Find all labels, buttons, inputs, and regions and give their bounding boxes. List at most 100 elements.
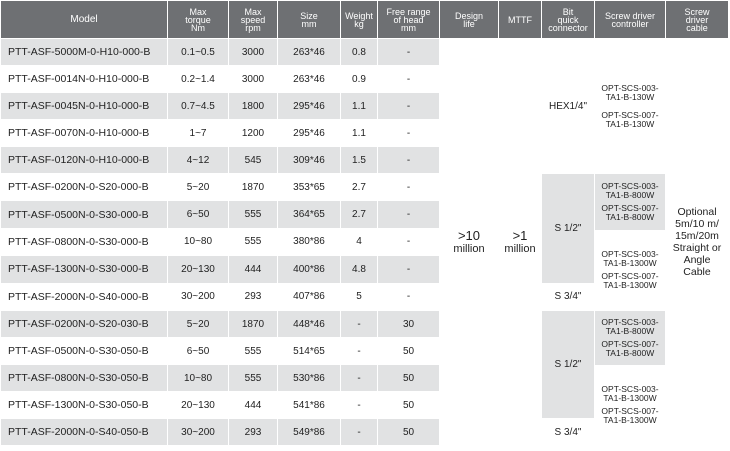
torque-cell: 10~80 <box>167 227 229 257</box>
size-cell: 448*46 <box>277 310 341 338</box>
weight-cell: 2.7 <box>340 172 378 202</box>
weight-cell: 1.5 <box>340 146 378 174</box>
size-cell: 541*86 <box>277 391 341 419</box>
table-row: PTT-ASF-0014N-0-H10-000-B 0.2~1.4 3000 2… <box>0 65 729 93</box>
free-range-cell: - <box>377 200 440 229</box>
controller-s-cell: OPT-SCS-003- TA1-B-800W OPT-SCS-007- TA1-B… <box>594 173 666 311</box>
torque-cell: 20~130 <box>167 255 229 284</box>
size-cell: 514*65 <box>277 337 341 365</box>
size-cell: 407*86 <box>277 282 341 312</box>
controller-1300w-group: OPT-SCS-003- TA1-B-1300W OPT-SCS-007- TA1-… <box>595 230 665 310</box>
speed-cell: 293 <box>228 282 278 312</box>
speed-cell: 444 <box>228 391 278 419</box>
bit-s12-cell: S 1/2" <box>541 310 595 419</box>
weight-cell: - <box>340 364 378 392</box>
bit-hex-cell: HEX1/4" <box>541 38 595 174</box>
controller-800w-group: OPT-SCS-003- TA1-B-800W OPT-SCS-007- TA1-B… <box>595 174 665 230</box>
header-row: Model Max torque Nm Max speed rpm Size mm Wei… <box>0 0 729 39</box>
speed-cell: 545 <box>228 146 278 174</box>
model-cell: PTT-ASF-2000N-0-S40-050-B <box>0 418 168 446</box>
speed-cell: 1870 <box>228 310 278 338</box>
speed-cell: 555 <box>228 200 278 229</box>
table-row: PTT-ASF-0500N-0-S30-000-B 6~50 555 364*6… <box>0 200 729 229</box>
model-cell: PTT-ASF-2000N-0-S40-000-B <box>0 282 168 312</box>
torque-cell: 6~50 <box>167 337 229 365</box>
size-cell: 295*46 <box>277 119 341 147</box>
free-range-cell: - <box>377 172 440 202</box>
speed-cell: 555 <box>228 337 278 365</box>
bit-s34-cell: S 3/4" <box>541 282 595 312</box>
size-cell: 309*46 <box>277 146 341 174</box>
free-range-cell: - <box>377 255 440 284</box>
size-cell: 549*86 <box>277 418 341 446</box>
weight-cell: 0.9 <box>340 65 378 93</box>
table-row: PTT-ASF-0200N-0-S20-030-B 5~20 1870 448*… <box>0 310 729 446</box>
model-cell: PTT-ASF-1300N-0-S30-000-B <box>0 255 168 284</box>
size-cell: 263*46 <box>277 38 341 66</box>
model-cell: PTT-ASF-0120N-0-H10-000-B <box>0 146 168 174</box>
free-range-cell: 50 <box>377 391 440 419</box>
table-row: PTT-ASF-0800N-0-S30-000-B 10~80 555 380*… <box>0 227 729 257</box>
free-range-cell: - <box>377 65 440 93</box>
torque-cell: 1~7 <box>167 119 229 147</box>
model-cell: PTT-ASF-1300N-0-S30-050-B <box>0 391 168 419</box>
design-life-cell: >10 million <box>439 38 499 446</box>
header-design-life: Design life <box>439 0 499 39</box>
controller-800w-group: OPT-SCS-003- TA1-B-800W OPT-SCS-007- TA1-B… <box>595 311 665 365</box>
model-cell: PTT-ASF-5000M-0-H10-000-B <box>0 38 168 66</box>
table-row: PTT-ASF-2000N-0-S40-050-B 30~200 293 549… <box>0 418 729 446</box>
header-mttf: MTTF <box>498 0 542 39</box>
table-row: PTT-ASF-2000N-0-S40-000-B 30~200 293 407… <box>0 282 729 312</box>
table-row: PTT-ASF-0500N-0-S30-050-B 6~50 555 514*6… <box>0 337 729 365</box>
torque-cell: 4~12 <box>167 146 229 174</box>
model-cell: PTT-ASF-0800N-0-S30-000-B <box>0 227 168 257</box>
speed-cell: 1200 <box>228 119 278 147</box>
controller-f-cell: OPT-SCS-003- TA1-B-800W OPT-SCS-007- TA1-B… <box>594 310 666 446</box>
weight-cell: 5 <box>340 282 378 312</box>
bit-s12-cell: S 1/2" <box>541 173 595 284</box>
size-cell: 263*46 <box>277 65 341 93</box>
free-range-cell: - <box>377 119 440 147</box>
speed-cell: 1800 <box>228 92 278 120</box>
weight-cell: 0.8 <box>340 38 378 66</box>
model-cell: PTT-ASF-0200N-0-S20-000-B <box>0 172 168 202</box>
free-range-cell: - <box>377 282 440 312</box>
mttf-cell: >1 million <box>498 38 542 446</box>
torque-cell: 0.1~0.5 <box>167 38 229 66</box>
speed-cell: 1870 <box>228 172 278 202</box>
header-free-range: Free range of head mm <box>377 0 440 39</box>
weight-cell: - <box>340 418 378 446</box>
controller-h-cell: OPT-SCS-003- TA1-B-130W OPT-SCS-007- TA1-B-… <box>594 38 666 174</box>
table-row: PTT-ASF-1300N-0-S30-050-B 20~130 444 541… <box>0 391 729 419</box>
size-cell: 295*46 <box>277 92 341 120</box>
free-range-cell: 50 <box>377 337 440 365</box>
speed-cell: 3000 <box>228 38 278 66</box>
speed-cell: 555 <box>228 364 278 392</box>
torque-cell: 20~130 <box>167 391 229 419</box>
table-row: PTT-ASF-1300N-0-S30-000-B 20~130 444 400… <box>0 255 729 284</box>
size-cell: 400*86 <box>277 255 341 284</box>
header-torque: Max torque Nm <box>167 0 229 39</box>
header-model: Model <box>0 0 168 39</box>
free-range-cell: - <box>377 146 440 174</box>
torque-cell: 6~50 <box>167 200 229 229</box>
free-range-cell: 50 <box>377 418 440 446</box>
controller-1300w-group: OPT-SCS-003- TA1-B-1300W OPT-SCS-007- TA1-… <box>595 365 665 445</box>
header-controller: Screw driver controller <box>594 0 666 39</box>
weight-cell: - <box>340 337 378 365</box>
free-range-cell: - <box>377 38 440 66</box>
speed-cell: 3000 <box>228 65 278 93</box>
model-cell: PTT-ASF-0800N-0-S30-050-B <box>0 364 168 392</box>
speed-cell: 555 <box>228 227 278 257</box>
torque-cell: 5~20 <box>167 310 229 338</box>
table-row: PTT-ASF-0200N-0-S20-000-B 5~20 1870 353*… <box>0 172 729 311</box>
size-cell: 530*86 <box>277 364 341 392</box>
weight-cell: 1.1 <box>340 119 378 147</box>
model-cell: PTT-ASF-0014N-0-H10-000-B <box>0 65 168 93</box>
speed-cell: 444 <box>228 255 278 284</box>
torque-cell: 30~200 <box>167 282 229 312</box>
weight-cell: 4 <box>340 227 378 257</box>
torque-cell: 0.2~1.4 <box>167 65 229 93</box>
weight-cell: 4.8 <box>340 255 378 284</box>
